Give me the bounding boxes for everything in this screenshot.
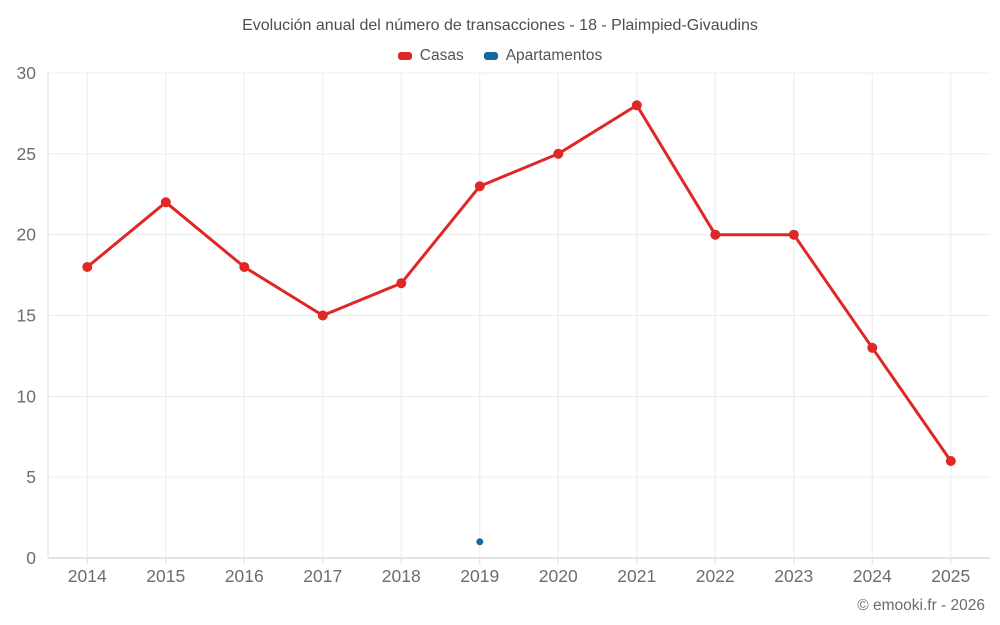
legend-label-casas: Casas	[419, 47, 464, 64]
x-axis-tick-label: 2021	[617, 566, 656, 586]
x-axis-tick-label: 2014	[68, 566, 107, 586]
data-point-casas-2025[interactable]	[945, 456, 956, 466]
x-axis-tick-label: 2019	[460, 566, 499, 586]
x-axis-tick-label: 2017	[303, 566, 342, 586]
y-axis-tick-label: 15	[17, 306, 36, 326]
y-axis-tick-label: 5	[26, 467, 36, 487]
y-axis-tick-label: 0	[26, 548, 36, 568]
data-point-casas-2023[interactable]	[788, 229, 799, 240]
data-point-casas-2020[interactable]	[553, 148, 564, 159]
data-point-casas-2015[interactable]	[160, 197, 171, 208]
data-point-apartamentos-2019[interactable]	[476, 538, 484, 546]
legend-item-casas[interactable]: Casas	[397, 47, 464, 65]
data-point-casas-2024[interactable]	[867, 342, 878, 353]
series-line-casas	[85, 103, 953, 463]
x-axis-tick-label: 2015	[146, 566, 185, 586]
y-axis-tick-label: 30	[17, 63, 37, 83]
data-point-casas-2021[interactable]	[631, 100, 642, 111]
data-point-casas-2022[interactable]	[710, 229, 721, 240]
data-point-casas-2017[interactable]	[317, 310, 328, 321]
chart-legend: Casas Apartamentos	[0, 47, 1000, 65]
x-axis-tick-label: 2024	[853, 566, 892, 586]
x-axis-tick-label: 2025	[931, 566, 970, 586]
legend-item-apartamentos[interactable]: Apartamentos	[483, 47, 603, 65]
data-point-casas-2014[interactable]	[82, 262, 93, 272]
apartamentos-swatch-icon	[483, 52, 498, 60]
data-point-casas-2018[interactable]	[396, 278, 407, 289]
x-axis-tick-label: 2020	[539, 566, 578, 586]
x-axis-tick-label: 2018	[382, 566, 421, 586]
x-axis-tick-label: 2016	[225, 566, 264, 586]
data-point-casas-2016[interactable]	[239, 262, 250, 272]
x-axis-tick-label: 2023	[774, 566, 813, 586]
y-axis-tick-label: 10	[17, 386, 37, 406]
y-axis-tick-label: 20	[17, 225, 37, 245]
x-axis-tick-label: 2022	[696, 566, 735, 586]
legend-label-apartamentos: Apartamentos	[505, 47, 603, 64]
footer-credit: © emooki.fr - 2026	[857, 597, 985, 614]
chart-title: Evolución anual del número de transaccio…	[242, 17, 758, 34]
data-point-casas-2019[interactable]	[474, 181, 485, 192]
y-axis-tick-label: 25	[17, 144, 36, 164]
casas-swatch-icon	[397, 52, 412, 60]
